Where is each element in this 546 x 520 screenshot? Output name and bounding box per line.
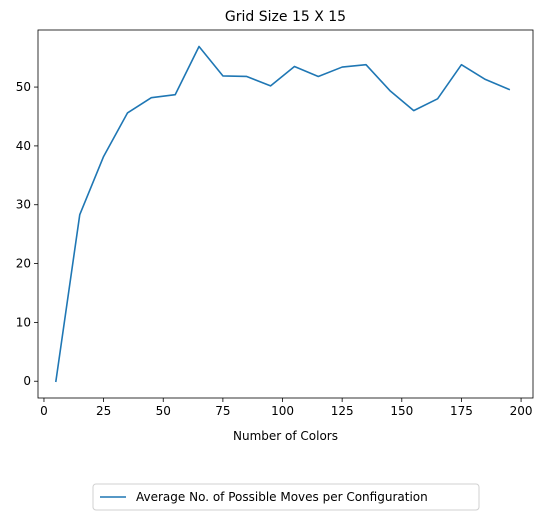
y-tick-label: 30	[16, 198, 31, 212]
legend-box	[92, 483, 480, 511]
y-tick-label: 10	[16, 315, 31, 329]
x-tick-label: 25	[96, 404, 111, 418]
y-tick-label: 0	[23, 374, 31, 388]
x-tick-label: 75	[215, 404, 230, 418]
x-axis: 0 25 50 75 100 125 150 175 200	[40, 398, 533, 418]
legend: Average No. of Possible Moves per Config…	[92, 483, 480, 511]
x-tick-label: 200	[510, 404, 533, 418]
plot-area	[54, 45, 511, 383]
y-tick-label: 40	[16, 139, 31, 153]
plot-frame	[37, 29, 534, 399]
x-tick-label: 50	[156, 404, 171, 418]
x-tick-label: 0	[40, 404, 48, 418]
x-tick-label: 150	[390, 404, 413, 418]
y-axis: 0 10 20 30 40 50	[16, 80, 38, 388]
chart-title: Grid Size 15 X 15	[225, 9, 346, 25]
legend-label: Average No. of Possible Moves per Config…	[136, 490, 428, 504]
x-tick-label: 175	[450, 404, 473, 418]
y-tick-label: 20	[16, 257, 31, 271]
series-line	[54, 45, 511, 383]
x-tick-label: 125	[331, 404, 354, 418]
x-axis-label: Number of Colors	[233, 429, 338, 443]
y-tick-label: 50	[16, 80, 31, 94]
x-tick-label: 100	[271, 404, 294, 418]
